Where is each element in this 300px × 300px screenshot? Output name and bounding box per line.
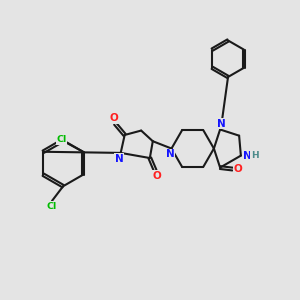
Text: O: O	[234, 164, 243, 174]
Text: O: O	[110, 113, 118, 123]
Text: H: H	[251, 151, 259, 160]
Text: N: N	[243, 151, 252, 160]
Text: N: N	[115, 154, 124, 164]
Text: Cl: Cl	[56, 136, 67, 145]
Text: N: N	[217, 118, 226, 129]
Text: N: N	[166, 149, 174, 159]
Text: Cl: Cl	[46, 202, 56, 211]
Text: O: O	[152, 171, 161, 181]
